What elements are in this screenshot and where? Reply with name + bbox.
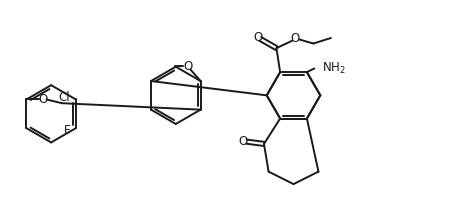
Text: Cl: Cl: [59, 91, 71, 104]
Text: NH$_2$: NH$_2$: [322, 61, 346, 76]
Text: O: O: [38, 93, 47, 106]
Text: F: F: [64, 124, 71, 137]
Text: O: O: [290, 32, 299, 45]
Text: O: O: [253, 31, 262, 44]
Text: O: O: [183, 60, 192, 73]
Text: O: O: [238, 135, 248, 148]
